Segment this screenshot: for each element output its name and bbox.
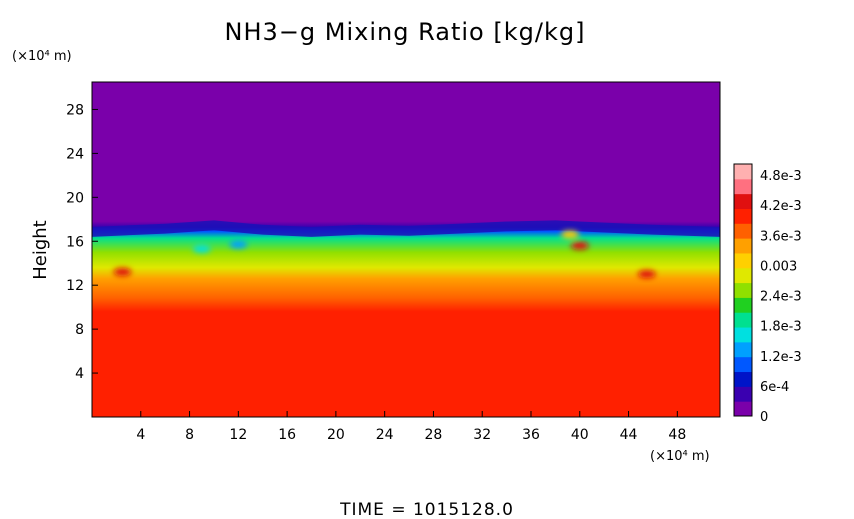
colorbar-segment-10 (734, 252, 752, 269)
colorbar-segment-8 (734, 282, 752, 298)
x-tick-label-9: 40 (571, 427, 589, 443)
colorbar-tick-label-1: 6e-4 (760, 380, 789, 395)
plot-area (92, 82, 720, 417)
colorbar-tick-label-4: 2.4e-3 (760, 290, 802, 305)
y-tick-label-4: 20 (66, 190, 84, 206)
colorbar-segment-2 (734, 371, 752, 387)
y-tick-label-6: 28 (66, 102, 84, 118)
hotspot-3 (561, 230, 580, 239)
x-ticks: 4 8 12 16 20 24 28 32 36 40 44 48 (136, 411, 686, 443)
colorbar-segment-16 (734, 164, 752, 180)
y-tick-label-0: 4 (75, 366, 84, 382)
y-tick-label-2: 12 (66, 278, 84, 294)
y-unit-label: (×10⁴ m) (12, 49, 72, 64)
x-tick-label-10: 44 (620, 427, 638, 443)
colorbar-tick-label-5: 0.003 (760, 259, 797, 274)
time-label: TIME = 1015128.0 (339, 500, 514, 519)
x-tick-label-7: 32 (473, 427, 491, 443)
field-background (92, 82, 720, 417)
chart-title: NH3−g Mixing Ratio [kg/kg] (225, 18, 586, 46)
y-axis-label: Height (30, 220, 51, 280)
y-tick-label-1: 8 (75, 322, 84, 338)
x-tick-label-5: 24 (376, 427, 394, 443)
colorbar-segment-5 (734, 327, 752, 343)
colorbar-segment-4 (734, 341, 752, 358)
x-tick-label-1: 8 (185, 427, 194, 443)
colorbar-tick-label-7: 4.2e-3 (760, 199, 802, 214)
y-tick-label-3: 16 (66, 234, 84, 250)
colorbar-segment-1 (734, 386, 752, 402)
x-tick-label-11: 48 (668, 427, 686, 443)
colorbar-segment-12 (734, 223, 752, 239)
colorbar-tick-label-6: 3.6e-3 (760, 229, 802, 244)
x-tick-label-6: 28 (425, 427, 443, 443)
x-tick-label-3: 16 (278, 427, 296, 443)
colorbar-segment-7 (734, 297, 752, 313)
colorbar-segment-14 (734, 193, 752, 209)
colorbar-tick-label-8: 4.8e-3 (760, 169, 802, 184)
colorbar-segment-9 (734, 267, 752, 284)
time-equals: = (391, 500, 413, 519)
colorbar-frame (733, 163, 753, 417)
hotspots (113, 230, 656, 279)
colorbar-segment-0 (734, 401, 752, 417)
colorbar-tick-label-2: 1.2e-3 (760, 350, 802, 365)
y-ticks: 4 8 12 16 20 24 28 (66, 102, 98, 382)
colorbar-tick-label-3: 1.8e-3 (760, 320, 802, 335)
x-tick-label-4: 20 (327, 427, 345, 443)
hotspot-0 (113, 268, 132, 277)
hotspot-2 (637, 270, 656, 279)
colorbar-segment-3 (734, 356, 752, 373)
plot-frame (91, 81, 721, 418)
x-tick-label-8: 36 (522, 427, 540, 443)
colorbar-segment-15 (734, 178, 752, 195)
colorbar-segment-13 (734, 208, 752, 224)
y-tick-label-5: 24 (66, 146, 84, 162)
cloud-top-band (92, 220, 720, 237)
x-tick-label-0: 4 (136, 427, 145, 443)
colorbar-tick-label-0: 0 (760, 410, 768, 425)
hotspot-5 (229, 240, 248, 249)
x-tick-label-2: 12 (229, 427, 247, 443)
hotspot-4 (192, 244, 211, 253)
colorbar-segment-6 (734, 312, 752, 328)
time-label-text: TIME (339, 500, 385, 519)
colorbar-segment-11 (734, 238, 752, 254)
colorbar: 0 6e-4 1.2e-3 1.8e-3 2.4e-3 0.003 3.6e-3 4.2e-3… (733, 163, 802, 425)
hotspot-1 (570, 241, 589, 250)
x-unit-label: (×10⁴ m) (650, 449, 710, 464)
time-value: 1015128.0 (413, 500, 514, 519)
